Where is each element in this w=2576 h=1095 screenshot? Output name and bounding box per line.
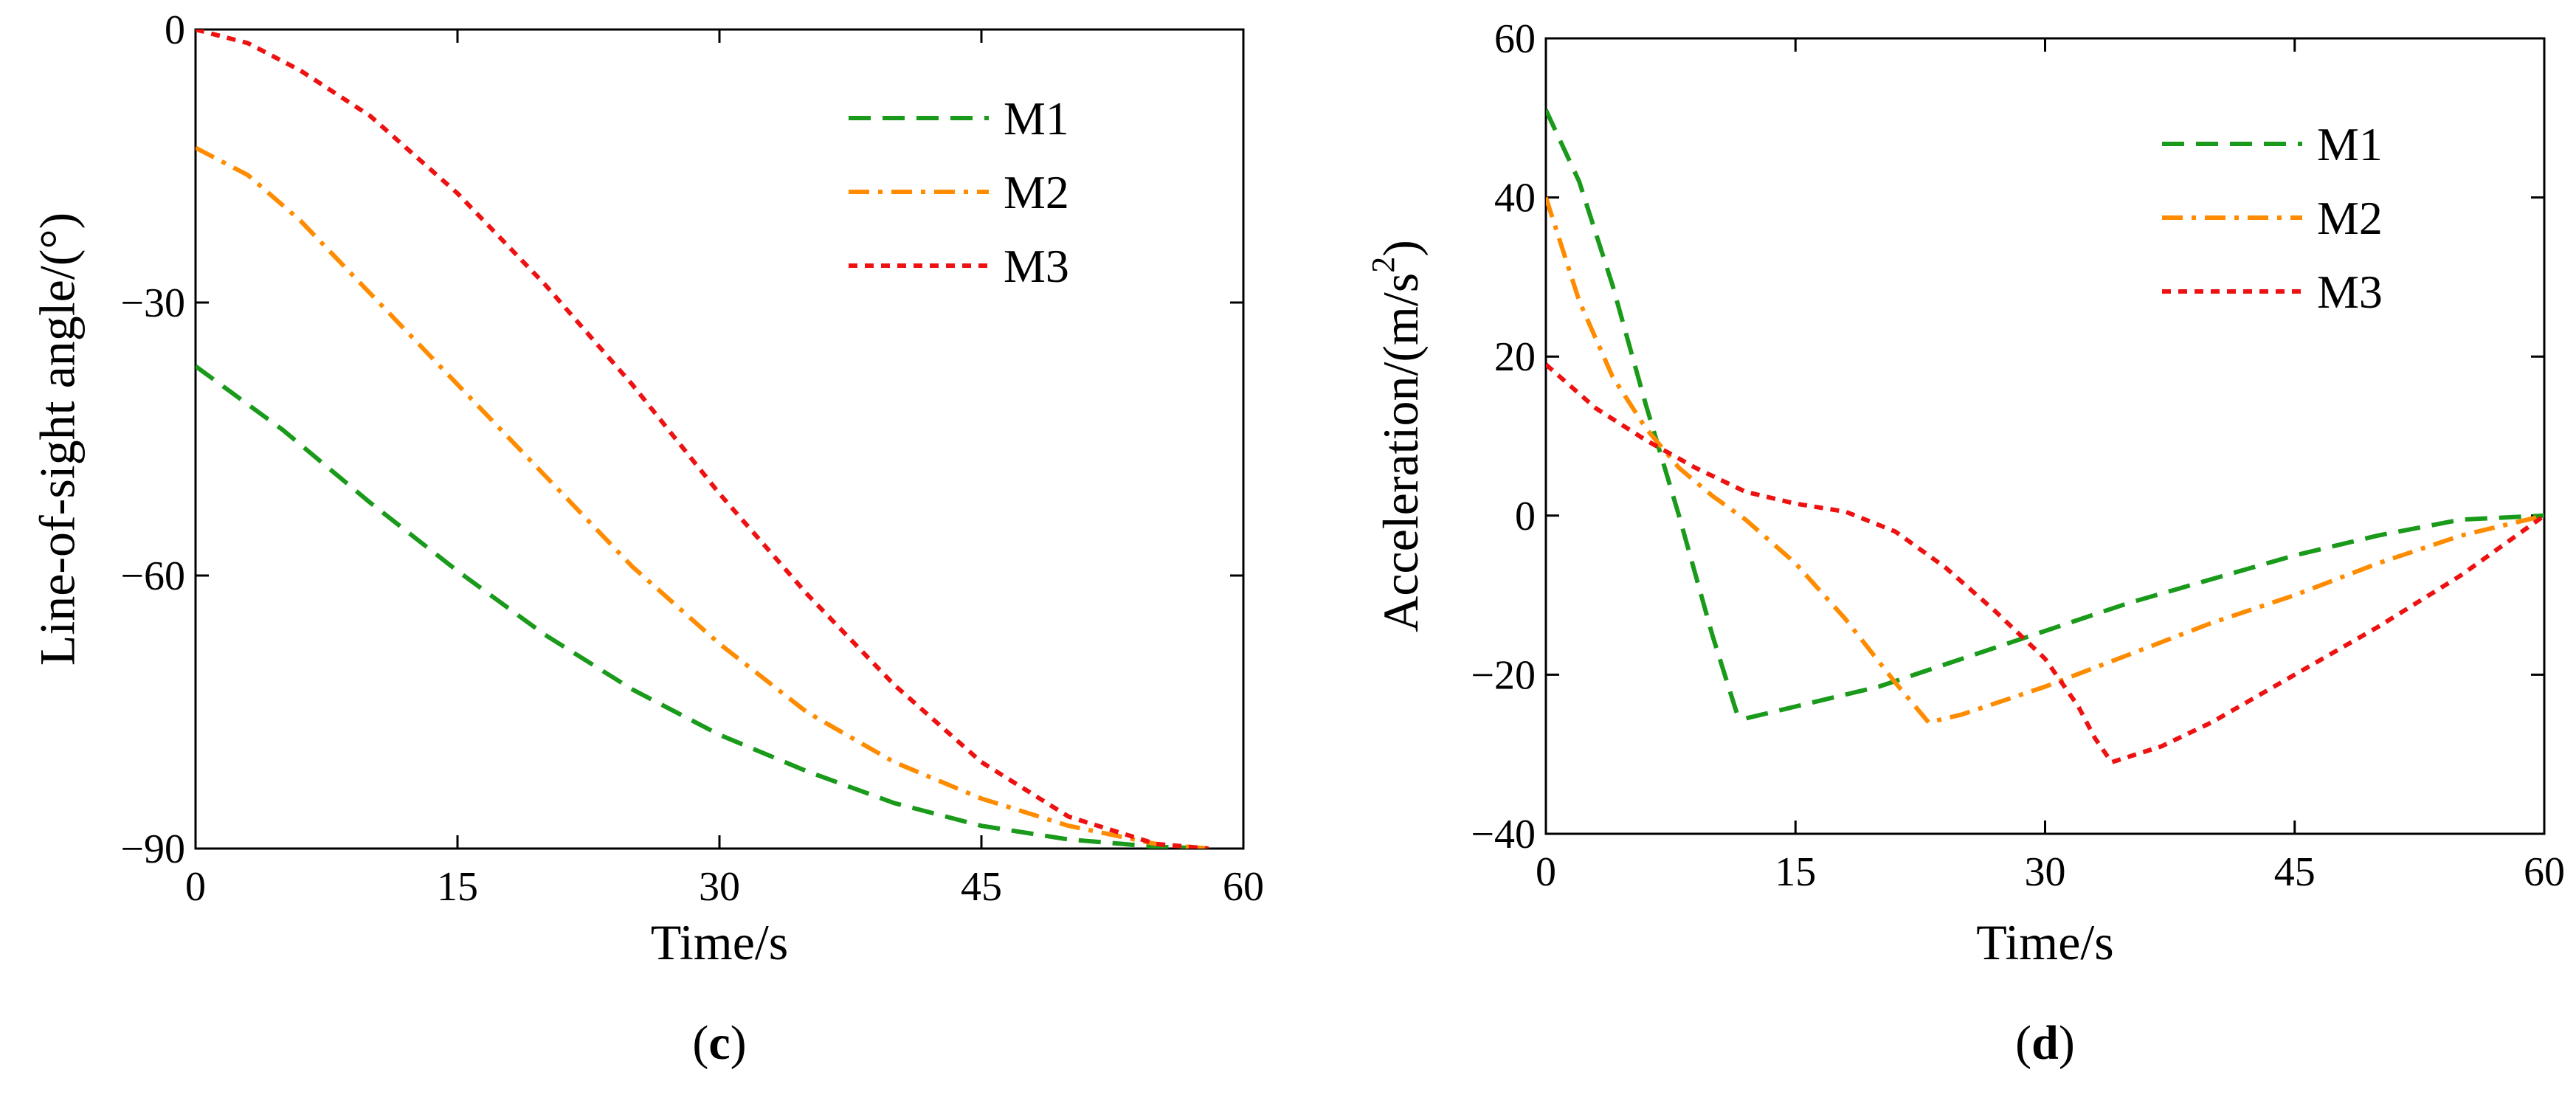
y-tick-label: 20	[1494, 334, 1536, 380]
legend-label-m1: M1	[2317, 118, 2383, 170]
y-axis-title-c: Line-of-sight angle/(°)	[30, 213, 86, 666]
x-tick-label: 45	[2274, 849, 2316, 895]
y-tick-label: 0	[1515, 494, 1536, 539]
chart-panel-d: 0 15 30 45 60 60 40 20 0 −20 −40 M1 M2 M3 Time/s Acc…	[1365, 16, 2565, 1070]
legend-label-m3: M3	[1004, 240, 1069, 292]
y-axis-title-d-superscript: 2	[1365, 257, 1401, 273]
panel-label-d-open: (	[2015, 1016, 2031, 1070]
legend-d: M1 M2 M3	[2162, 118, 2383, 318]
x-tick-label: 60	[2524, 849, 2565, 895]
series-line-m1	[1546, 108, 2544, 721]
legend-label-m3: M3	[2317, 266, 2383, 318]
chart-panel-c: 0 15 30 45 60 0 −30 −60 −90 M1 M2 M3 Time/s Line-o…	[30, 7, 1264, 1070]
y-axis-title-d-suffix: )	[1372, 240, 1429, 257]
x-tick-label: 15	[1775, 849, 1816, 895]
panel-label-c-letter: c	[708, 1016, 730, 1070]
legend-label-m2: M2	[1004, 166, 1069, 218]
x-axis-title-c: Time/s	[651, 914, 788, 970]
x-tick-label: 30	[2025, 849, 2066, 895]
y-tick-label: −20	[1471, 652, 1536, 698]
series-line-m1	[196, 364, 1209, 849]
y-tick-label: 60	[1494, 16, 1536, 62]
y-tick-label: −40	[1471, 812, 1536, 857]
plot-frame-c	[194, 28, 1245, 850]
series-group-c	[196, 30, 1209, 849]
legend-c: M1 M2 M3	[849, 92, 1069, 292]
y-tick-label: 0	[165, 7, 185, 53]
x-tick-label: 15	[437, 864, 478, 910]
panel-label-d: (d)	[2015, 1016, 2075, 1070]
panel-label-c-close: )	[731, 1016, 747, 1070]
y-tick-label: −90	[120, 826, 185, 872]
series-line-m3	[1546, 362, 2544, 764]
x-tick-label: 0	[185, 864, 206, 910]
series-line-m2	[196, 145, 1209, 849]
axis-ticks-c: 0 15 30 45 60 0 −30 −60 −90	[120, 7, 1264, 910]
panel-label-c: (c)	[692, 1016, 746, 1070]
y-axis-title-d: Acceleration/(m/s2)	[1365, 240, 1429, 632]
x-tick-label: 45	[961, 864, 1002, 910]
series-line-m2	[1546, 196, 2544, 725]
series-group-d	[1546, 108, 2544, 764]
legend-label-m1: M1	[1004, 92, 1069, 145]
x-axis-title-d: Time/s	[1976, 914, 2113, 970]
panel-label-d-letter: d	[2031, 1016, 2059, 1070]
legend-label-m2: M2	[2317, 192, 2383, 244]
x-tick-label: 60	[1223, 864, 1264, 910]
y-axis-title-d-main: Acceleration/(m/s	[1372, 273, 1429, 632]
axis-ticks-d: 0 15 30 45 60 60 40 20 0 −20 −40	[1471, 16, 2565, 895]
panel-label-c-open: (	[692, 1016, 708, 1070]
panel-label-d-close: )	[2059, 1016, 2075, 1070]
x-tick-label: 0	[1536, 849, 1556, 895]
y-tick-label: −60	[120, 553, 185, 599]
y-tick-label: −30	[120, 280, 185, 326]
plot-frame-d	[1544, 37, 2546, 835]
x-tick-label: 30	[699, 864, 740, 910]
series-line-m3	[196, 30, 1209, 849]
y-tick-label: 40	[1494, 176, 1536, 221]
